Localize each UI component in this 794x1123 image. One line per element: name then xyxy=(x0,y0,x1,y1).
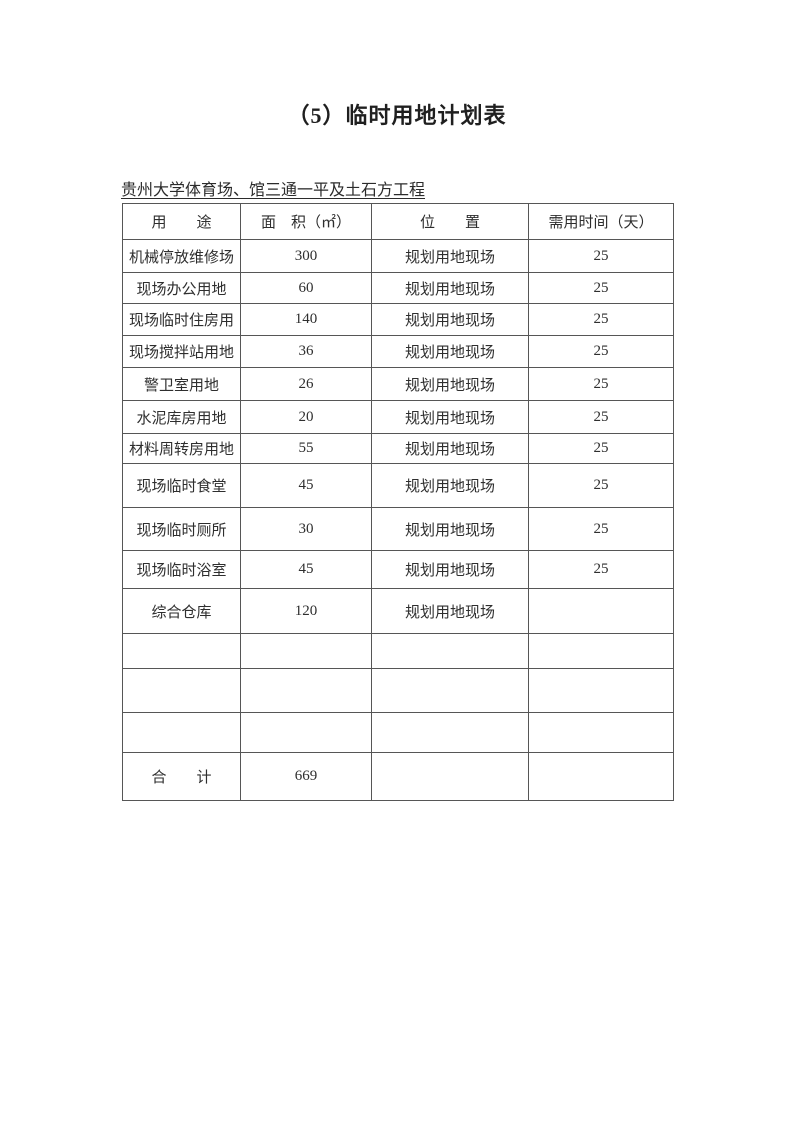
cell-days xyxy=(528,668,674,713)
cell-use xyxy=(122,633,241,669)
cell-days: 25 xyxy=(528,463,674,508)
cell-area: 45 xyxy=(240,463,372,508)
cell-days: 25 xyxy=(528,550,674,589)
table-row: 综合仓库 120 规划用地现场 xyxy=(122,588,674,634)
table-row: 水泥库房用地 20 规划用地现场 25 xyxy=(122,400,674,434)
cell-area: 300 xyxy=(240,239,372,273)
header-days: 需用时间（天） xyxy=(528,203,674,240)
cell-use: 现场临时厕所 xyxy=(122,507,241,551)
cell-location xyxy=(371,633,529,669)
cell-location: 规划用地现场 xyxy=(371,550,529,589)
cell-days xyxy=(528,712,674,753)
cell-total-label: 合 计 xyxy=(122,752,241,801)
header-area: 面 积（㎡） xyxy=(240,203,372,240)
cell-days: 25 xyxy=(528,335,674,368)
table-header-row: 用 途 面 积（㎡） 位 置 需用时间（天） xyxy=(122,203,674,240)
table-row: 现场临时食堂 45 规划用地现场 25 xyxy=(122,463,674,508)
cell-use: 材料周转房用地 xyxy=(122,433,241,464)
cell-area: 26 xyxy=(240,367,372,401)
cell-area: 140 xyxy=(240,303,372,336)
cell-location: 规划用地现场 xyxy=(371,239,529,273)
table-row-empty xyxy=(122,668,674,713)
cell-area: 36 xyxy=(240,335,372,368)
cell-days xyxy=(528,752,674,801)
cell-days: 25 xyxy=(528,507,674,551)
cell-area: 45 xyxy=(240,550,372,589)
header-location: 位 置 xyxy=(371,203,529,240)
cell-area: 30 xyxy=(240,507,372,551)
table-row: 现场办公用地 60 规划用地现场 25 xyxy=(122,272,674,304)
cell-use xyxy=(122,712,241,753)
project-name-subtitle: 贵州大学体育场、馆三通一平及土石方工程 xyxy=(121,182,426,199)
cell-area xyxy=(240,712,372,753)
cell-location xyxy=(371,668,529,713)
cell-use: 现场临时食堂 xyxy=(122,463,241,508)
cell-use: 警卫室用地 xyxy=(122,367,241,401)
cell-days: 25 xyxy=(528,303,674,336)
cell-use: 现场临时住房用 xyxy=(122,303,241,336)
cell-days xyxy=(528,633,674,669)
cell-days: 25 xyxy=(528,239,674,273)
header-use: 用 途 xyxy=(122,203,241,240)
cell-days: 25 xyxy=(528,272,674,304)
cell-use: 现场搅拌站用地 xyxy=(122,335,241,368)
cell-days: 25 xyxy=(528,433,674,464)
page-title: （5）临时用地计划表 xyxy=(287,103,507,128)
table-row-empty xyxy=(122,633,674,669)
cell-days: 25 xyxy=(528,400,674,434)
table-total-row: 合 计 669 xyxy=(122,752,674,801)
cell-use: 现场临时浴室 xyxy=(122,550,241,589)
cell-location: 规划用地现场 xyxy=(371,272,529,304)
cell-location: 规划用地现场 xyxy=(371,335,529,368)
cell-location: 规划用地现场 xyxy=(371,367,529,401)
cell-area: 20 xyxy=(240,400,372,434)
table-row: 材料周转房用地 55 规划用地现场 25 xyxy=(122,433,674,464)
cell-days xyxy=(528,588,674,634)
cell-use: 水泥库房用地 xyxy=(122,400,241,434)
cell-location xyxy=(371,712,529,753)
cell-days: 25 xyxy=(528,367,674,401)
cell-area xyxy=(240,668,372,713)
cell-use: 综合仓库 xyxy=(122,588,241,634)
cell-area: 60 xyxy=(240,272,372,304)
table-row: 现场临时住房用 140 规划用地现场 25 xyxy=(122,303,674,336)
cell-total-area: 669 xyxy=(240,752,372,801)
temporary-land-use-table: 用 途 面 积（㎡） 位 置 需用时间（天） 机械停放维修场 300 规划用地现… xyxy=(122,203,674,801)
cell-location: 规划用地现场 xyxy=(371,303,529,336)
table-row: 现场临时厕所 30 规划用地现场 25 xyxy=(122,507,674,551)
cell-location: 规划用地现场 xyxy=(371,507,529,551)
cell-area: 120 xyxy=(240,588,372,634)
cell-location: 规划用地现场 xyxy=(371,400,529,434)
cell-location: 规划用地现场 xyxy=(371,433,529,464)
table-row: 现场临时浴室 45 规划用地现场 25 xyxy=(122,550,674,589)
cell-location: 规划用地现场 xyxy=(371,588,529,634)
cell-use xyxy=(122,668,241,713)
table-row: 机械停放维修场 300 规划用地现场 25 xyxy=(122,239,674,273)
table-row: 警卫室用地 26 规划用地现场 25 xyxy=(122,367,674,401)
cell-use: 现场办公用地 xyxy=(122,272,241,304)
cell-area xyxy=(240,633,372,669)
cell-location: 规划用地现场 xyxy=(371,463,529,508)
cell-area: 55 xyxy=(240,433,372,464)
table-row-empty xyxy=(122,712,674,753)
table-row: 现场搅拌站用地 36 规划用地现场 25 xyxy=(122,335,674,368)
cell-use: 机械停放维修场 xyxy=(122,239,241,273)
cell-location xyxy=(371,752,529,801)
